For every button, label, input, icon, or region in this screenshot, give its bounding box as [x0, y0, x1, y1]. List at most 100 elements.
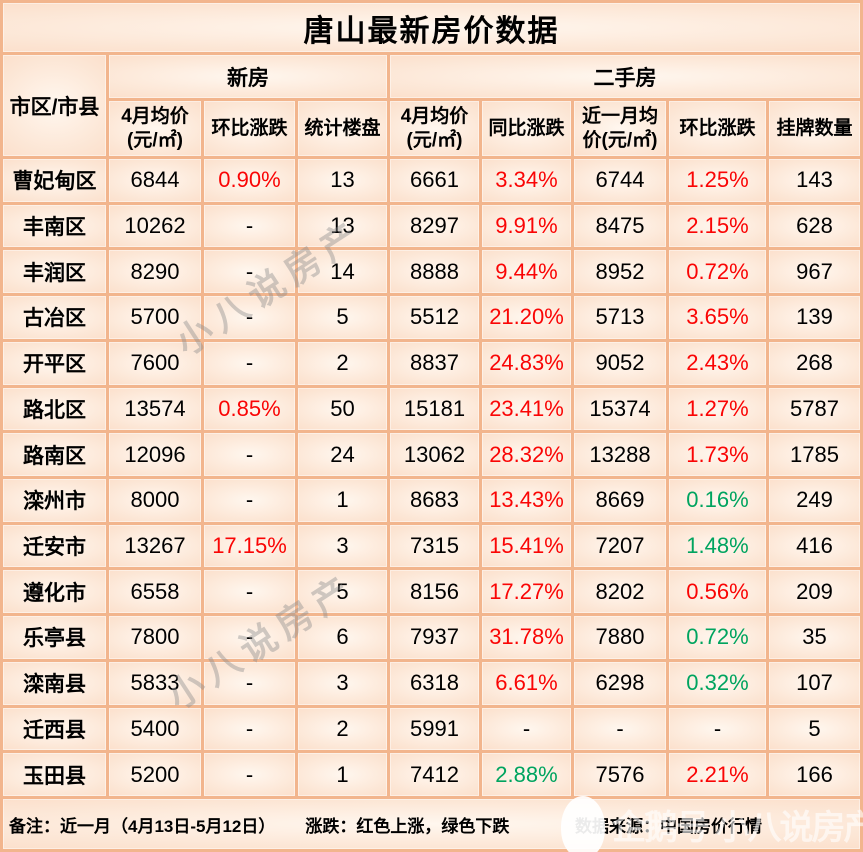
column-group-secondhand-housing: 二手房 [390, 55, 860, 98]
column-header-region: 市区/市县 [3, 55, 106, 156]
column-header-new-project-count: 统计楼盘 [298, 101, 387, 156]
data-cell: 8000 [109, 479, 201, 522]
data-cell: 6744 [574, 159, 666, 202]
data-cell: 8952 [574, 250, 666, 294]
data-cell: 13 [298, 159, 387, 202]
region-cell: 遵化市 [3, 570, 106, 614]
data-cell: 3 [298, 524, 387, 568]
region-cell: 丰润区 [3, 250, 106, 294]
data-cell: 15181 [390, 387, 479, 431]
data-cell: 0.56% [669, 570, 766, 614]
region-cell: 路北区 [3, 387, 106, 431]
data-cell: 1785 [769, 433, 860, 476]
data-cell: 14 [298, 250, 387, 294]
data-cell: - [204, 616, 295, 659]
data-cell: 9.44% [482, 250, 571, 294]
data-cell: 0.32% [669, 661, 766, 705]
region-cell: 滦南县 [3, 661, 106, 705]
data-cell: 13 [298, 204, 387, 248]
region-cell: 玉田县 [3, 753, 106, 796]
data-cell: - [482, 707, 571, 751]
data-cell: 8202 [574, 570, 666, 614]
data-cell: 2.88% [482, 753, 571, 796]
data-cell: 8888 [390, 250, 479, 294]
data-cell: 3.34% [482, 159, 571, 202]
data-cell: 5 [769, 707, 860, 751]
data-cell: - [204, 296, 295, 339]
data-cell: 7207 [574, 524, 666, 568]
data-cell: 268 [769, 341, 860, 385]
region-cell: 路南区 [3, 433, 106, 476]
data-cell: 1.25% [669, 159, 766, 202]
data-cell: 0.85% [204, 387, 295, 431]
data-cell: 7576 [574, 753, 666, 796]
data-cell: 7800 [109, 616, 201, 659]
footer-data-source: 数据来源：中国房价行情 [575, 816, 762, 836]
data-cell: 28.32% [482, 433, 571, 476]
data-cell: 416 [769, 524, 860, 568]
data-cell: 6558 [109, 570, 201, 614]
data-cell: 0.16% [669, 479, 766, 522]
region-cell: 丰南区 [3, 204, 106, 248]
data-cell: 7315 [390, 524, 479, 568]
data-cell: 2 [298, 341, 387, 385]
data-cell: 5833 [109, 661, 201, 705]
column-group-new-housing: 新房 [109, 55, 387, 98]
data-cell: - [204, 753, 295, 796]
data-cell: 967 [769, 250, 860, 294]
data-cell: 15374 [574, 387, 666, 431]
data-cell: 6298 [574, 661, 666, 705]
column-header-sh-avg-price: 4月均价 (元/㎡) [390, 101, 479, 156]
data-cell: - [204, 204, 295, 248]
data-cell: 24 [298, 433, 387, 476]
data-cell: 0.72% [669, 616, 766, 659]
column-header-new-mom-change: 环比涨跌 [204, 101, 295, 156]
region-cell: 滦州市 [3, 479, 106, 522]
data-cell: 8475 [574, 204, 666, 248]
region-cell: 曹妃甸区 [3, 159, 106, 202]
data-cell: 8290 [109, 250, 201, 294]
data-cell: 5700 [109, 296, 201, 339]
data-cell: 7880 [574, 616, 666, 659]
data-cell: 9052 [574, 341, 666, 385]
data-cell: 7412 [390, 753, 479, 796]
footer-color-legend: 涨跌：红色上涨，绿色下跌 [305, 816, 510, 836]
data-cell: 35 [769, 616, 860, 659]
region-cell: 乐亭县 [3, 616, 106, 659]
data-cell: 17.15% [204, 524, 295, 568]
data-cell: 2 [298, 707, 387, 751]
data-cell: 8156 [390, 570, 479, 614]
data-cell: 1 [298, 753, 387, 796]
data-cell: 6661 [390, 159, 479, 202]
data-cell: 166 [769, 753, 860, 796]
data-cell: - [204, 250, 295, 294]
region-cell: 古冶区 [3, 296, 106, 339]
column-header-sh-mom-change: 环比涨跌 [669, 101, 766, 156]
data-cell: 5713 [574, 296, 666, 339]
data-cell: 2.15% [669, 204, 766, 248]
data-cell: 5200 [109, 753, 201, 796]
data-cell: 143 [769, 159, 860, 202]
data-cell: 3.65% [669, 296, 766, 339]
data-cell: 8297 [390, 204, 479, 248]
data-cell: - [204, 707, 295, 751]
data-cell: 6318 [390, 661, 479, 705]
footer-note: 备注：近一月（4月13日-5月12日） [9, 816, 276, 836]
data-cell: 7600 [109, 341, 201, 385]
column-header-sh-yoy-change: 同比涨跌 [482, 101, 571, 156]
data-cell: - [574, 707, 666, 751]
data-cell: 23.41% [482, 387, 571, 431]
data-cell: - [669, 707, 766, 751]
data-cell: 12096 [109, 433, 201, 476]
data-cell: 139 [769, 296, 860, 339]
data-cell: 9.91% [482, 204, 571, 248]
data-cell: 6844 [109, 159, 201, 202]
region-cell: 迁西县 [3, 707, 106, 751]
region-cell: 开平区 [3, 341, 106, 385]
data-cell: 8683 [390, 479, 479, 522]
data-cell: 209 [769, 570, 860, 614]
data-cell: 3 [298, 661, 387, 705]
data-cell: 6.61% [482, 661, 571, 705]
data-cell: 6 [298, 616, 387, 659]
